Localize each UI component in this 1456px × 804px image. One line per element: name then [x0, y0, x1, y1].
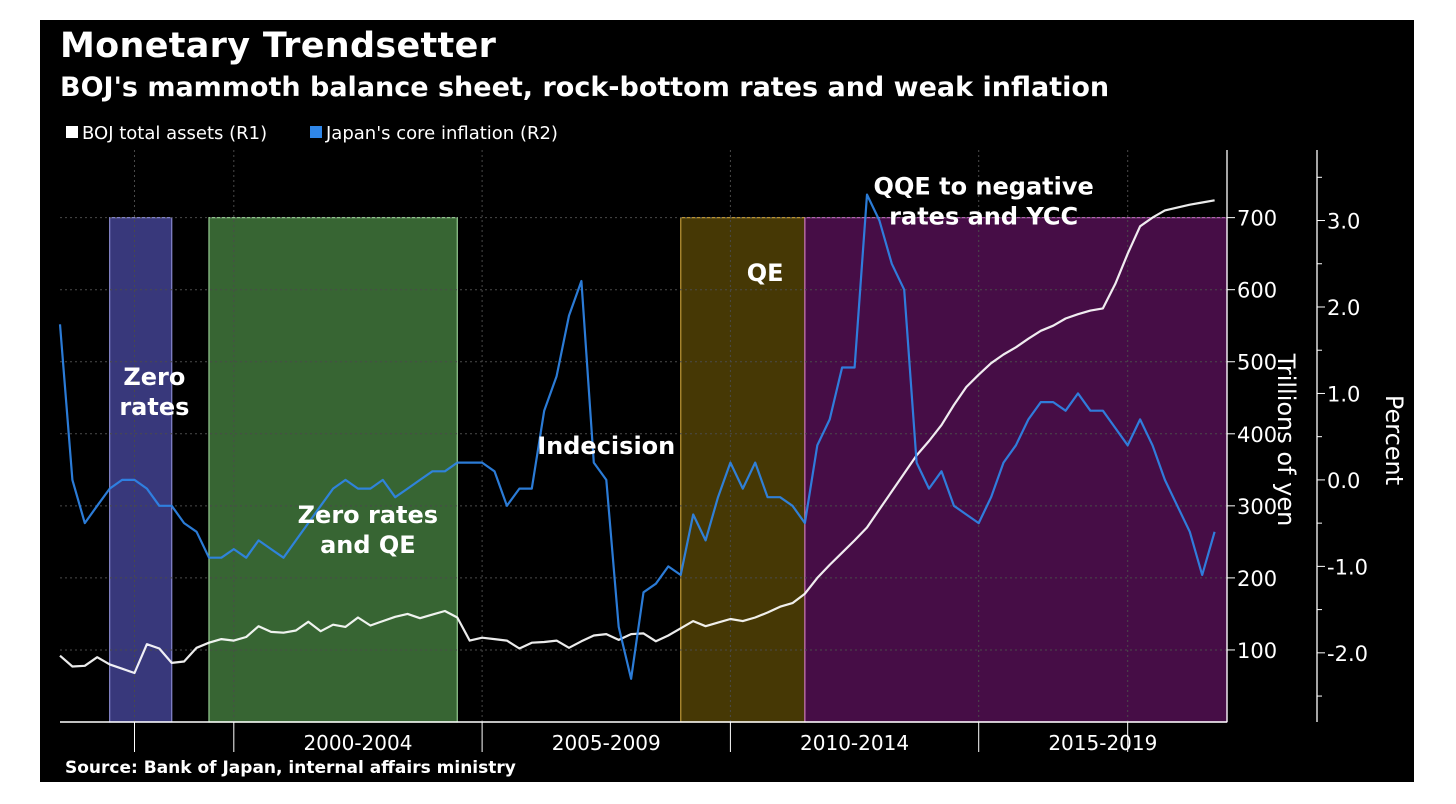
period-label-4: QQE to negative rates and YCC [874, 173, 1094, 231]
r2-tick-label-6: 3.0 [1327, 210, 1360, 234]
r1-tick-label-7: 700 [1237, 207, 1277, 231]
x-tick-label-3: 2010-2014 [800, 731, 909, 755]
shaded-period-2 [208, 217, 458, 723]
period-label-line: rates [119, 393, 189, 421]
r2-tick-label-1: -2.0 [1327, 642, 1368, 666]
r1-axis-title: Trillions of yen [1272, 353, 1300, 527]
source-note: Source: Bank of Japan, internal affairs … [65, 758, 516, 778]
chart-frame: Monetary Trendsetter BOJ's mammoth balan… [40, 20, 1414, 782]
x-tick-label-2: 2005-2009 [552, 731, 661, 755]
legend-label-core-inflation: Japan's core inflation (R2) [325, 123, 558, 144]
r1-tick-label-5: 500 [1237, 351, 1277, 375]
chart-subtitle: BOJ's mammoth balance sheet, rock-bottom… [60, 72, 1110, 103]
shaded-period-3 [680, 217, 806, 723]
r1-tick-label-6: 600 [1237, 279, 1277, 303]
r1-tick-label-1: 100 [1237, 639, 1277, 663]
grid [60, 150, 1227, 722]
legend-swatch-core-inflation [310, 126, 322, 138]
chart-svg: 2000-2004 2005-2009 2010-2014 2015-2019 100 2… [58, 123, 1408, 755]
shaded-period-1 [109, 217, 173, 723]
r1-tick-label-2: 200 [1237, 567, 1277, 591]
period-label-3: QE [747, 259, 784, 287]
r1-tick-label-3: 300 [1237, 495, 1277, 519]
annotation-1: Indecision [537, 432, 675, 460]
r2-tick-label-4: 1.0 [1327, 382, 1360, 406]
period-label-1: Zero rates [119, 363, 189, 421]
period-label-line: QE [747, 259, 784, 287]
r2-tick-label-3: 0.0 [1327, 469, 1360, 493]
period-label-line: Zero rates [298, 501, 438, 529]
r1-tick-label-4: 400 [1237, 423, 1277, 447]
r2-tick-label-2: -1.0 [1327, 555, 1368, 579]
period-label-line: Zero [123, 363, 185, 391]
legend: BOJ total assets (R1) Japan's core inflat… [66, 123, 558, 144]
axes: 2000-2004 2005-2009 2010-2014 2015-2019 100 2… [60, 150, 1408, 755]
r2-axis-title: Percent [1380, 395, 1408, 485]
period-label-2: Zero rates and QE [298, 501, 438, 559]
legend-label-boj-assets: BOJ total assets (R1) [82, 123, 267, 144]
r2-tick-label-5: 2.0 [1327, 296, 1360, 320]
period-label-line: rates and YCC [889, 203, 1078, 231]
x-tick-label-4: 2015-2019 [1048, 731, 1157, 755]
series-line-core-inflation [58, 193, 1216, 680]
shaded-period-4 [804, 217, 1228, 723]
period-label-line: QQE to negative [874, 173, 1094, 201]
shaded-periods [109, 217, 1228, 723]
series-lines [58, 193, 1216, 680]
period-label-line: and QE [320, 531, 416, 559]
chart-title: Monetary Trendsetter [60, 26, 497, 66]
legend-swatch-boj-assets [66, 126, 78, 138]
x-tick-label-1: 2000-2004 [303, 731, 412, 755]
